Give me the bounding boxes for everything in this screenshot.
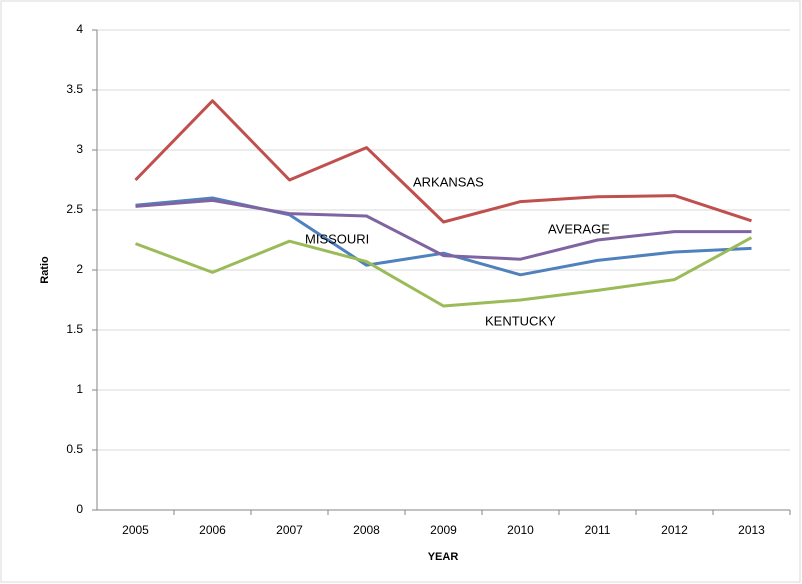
y-tick-label: 3.5 xyxy=(66,82,83,96)
series-label: KENTUCKY xyxy=(485,313,556,328)
y-tick-label: 2.5 xyxy=(66,202,83,216)
x-tick-label: 2006 xyxy=(199,523,226,537)
y-tick-label: 0.5 xyxy=(66,442,83,456)
x-tick-label: 2008 xyxy=(353,523,380,537)
y-axis-title: Ratio xyxy=(39,256,51,284)
y-tick-label: 2 xyxy=(76,262,83,276)
y-tick-label: 4 xyxy=(76,22,83,36)
x-tick-label: 2013 xyxy=(738,523,765,537)
x-tick-label: 2012 xyxy=(661,523,688,537)
y-tick-label: 1.5 xyxy=(66,322,83,336)
y-tick-label: 0 xyxy=(76,502,83,516)
x-tick-label: 2009 xyxy=(430,523,457,537)
x-axis-title: YEAR xyxy=(428,551,459,563)
x-tick-label: 2011 xyxy=(585,523,611,537)
y-tick-label: 3 xyxy=(76,142,83,156)
x-tick-label: 2005 xyxy=(122,523,149,537)
series-line xyxy=(134,99,752,224)
series-line xyxy=(134,236,753,308)
y-tick-label: 1 xyxy=(76,382,83,396)
x-tick-label: 2007 xyxy=(276,523,303,537)
series-label: MISSOURI xyxy=(305,231,369,246)
x-tick-label: 2010 xyxy=(507,523,534,537)
series-label: ARKANSAS xyxy=(413,174,484,189)
series-label: AVERAGE xyxy=(548,221,610,236)
series-line xyxy=(135,198,752,261)
